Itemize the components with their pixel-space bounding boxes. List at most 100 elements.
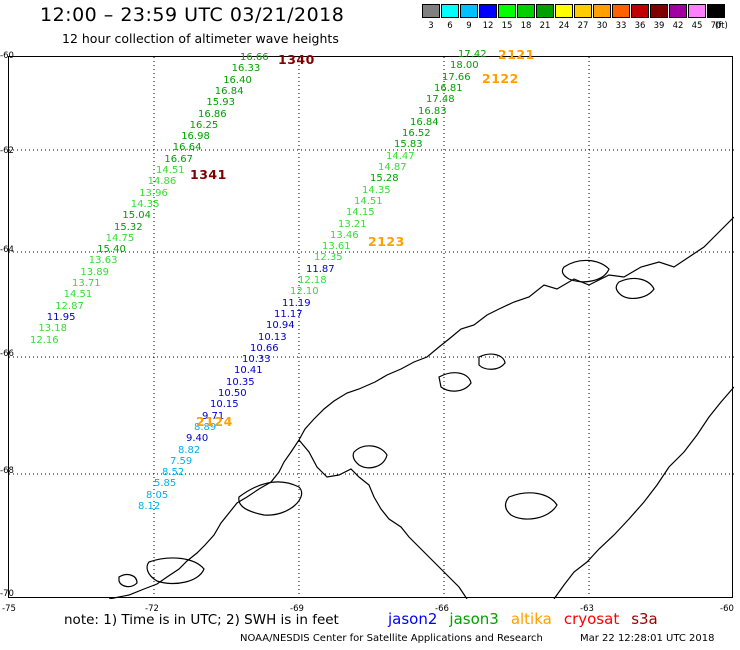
longitude-label: -69 [290,604,304,614]
satellite-legend-item: jason3 [449,610,499,628]
wave-height-value: 12.18 [298,275,327,286]
island-h [478,353,506,370]
wave-height-value: 15.28 [370,173,399,185]
island-a [238,481,303,516]
page-subtitle: 12 hour collection of altimeter wave hei… [62,31,339,46]
scale-swatch-label: 33 [615,21,627,31]
wave-height-value: 16.81 [434,82,463,94]
pass-time-label: 1341 [190,167,227,182]
wave-height-value: 10.33 [242,354,271,366]
wave-height-value: 13.61 [322,241,351,253]
scale-swatch-label: 42 [672,21,684,31]
pass-time-label: 2123 [368,234,405,249]
wave-height-value: 13.46 [330,229,359,241]
wave-height-value: 15.40 [97,244,126,256]
scale-swatch [650,4,668,18]
scale-unit-label: (ft) [715,21,728,31]
scale-swatch-label: 9 [466,21,472,31]
wave-height-value: 9.71 [202,410,225,422]
wave-height-value: 14.87 [378,162,407,173]
scale-swatch [574,4,592,18]
wave-height-value: 17.42 [458,49,487,60]
scale-swatch-label: 45 [691,21,703,31]
wave-height-value: 8.89 [194,421,217,433]
wave-height-value: 11.19 [282,297,311,309]
satellite-legend-item: altika [510,610,552,628]
scale-swatch [479,4,497,18]
scale-swatch-label: 18 [520,21,532,31]
wave-height-value: 10.13 [258,331,287,343]
scale-swatch [460,4,478,18]
wave-height-value: 15.04 [122,210,152,222]
pass-time-label: 2124 [196,414,233,429]
wave-height-value: 12.10 [290,286,319,298]
scale-swatch [707,4,725,18]
scale-swatch-label: 27 [577,21,589,31]
island-d [504,492,558,520]
wave-height-value: 9.40 [186,433,209,445]
scale-swatch [422,4,440,18]
longitude-label: -63 [580,604,594,614]
wave-height-value: 10.35 [226,376,255,388]
pass-time-label: 2121 [498,47,535,62]
longitude-label: -75 [2,604,16,614]
latitude-label: -60 [0,51,14,61]
wave-height-value: 14.51 [354,195,383,207]
wave-height-value: 17.48 [426,94,455,106]
scale-swatch [555,4,573,18]
wave-height-value: 11.17 [274,308,303,320]
pass-time-label: 2122 [482,71,519,86]
latitude-label: -64 [0,245,14,255]
satellite-legend-item: s3a [631,610,658,628]
map-canvas [9,57,734,599]
wave-height-value: 11.87 [306,263,335,275]
scale-swatch-label: 24 [558,21,570,31]
wave-height-value: 13.71 [72,278,101,289]
wave-height-value: 15.83 [394,139,423,151]
map-frame [8,56,734,599]
scale-swatch-label: 21 [539,21,551,31]
island-c [352,445,388,469]
island-b [146,557,205,585]
wave-height-value: 10.66 [250,342,279,354]
wave-height-value: 14.15 [346,207,375,219]
graticule [9,57,734,599]
satellite-legend-item: jason2 [388,610,438,628]
wave-height-value: 12.35 [314,252,343,264]
wave-height-value: 18.00 [450,60,479,72]
wave-height-value: 14.35 [362,184,391,196]
wave-height-value: 7.59 [170,455,193,467]
wave-height-value: 8.05 [146,489,169,501]
longitude-label: -72 [145,604,159,614]
wave-height-value: 10.15 [210,399,239,411]
wave-height-value: 16.67 [164,153,194,165]
wave-height-value: 10.41 [234,365,263,377]
wave-height-value: 13.89 [80,266,110,278]
generation-timestamp: Mar 22 12:28:01 UTC 2018 [580,633,715,644]
island-g [438,372,472,392]
coastline [108,216,734,599]
wave-height-value: 15.93 [206,97,236,109]
footer-note: note: 1) Time is in UTC; 2) SWH is in fe… [64,612,339,628]
latitude-label: -70 [0,589,14,599]
scale-swatch [631,4,649,18]
wave-height-value: 8.52 [162,467,185,479]
wave-height-value: 16.84 [410,116,439,128]
wave-height-value: 16.40 [223,74,252,86]
wave-height-value: 16.52 [402,128,431,140]
weddell-coast [553,386,734,599]
satellite-legend: jason2 jason3 altika cryosat s3a [388,610,670,628]
satellite-legend-item: cryosat [563,610,620,628]
latitude-label: -62 [0,146,14,156]
wave-height-value: 11.95 [46,311,76,323]
scale-swatch-label: 12 [482,21,494,31]
wave-height-value: 14.35 [130,198,160,210]
scale-swatch [593,4,611,18]
scale-swatch-label: 15 [501,21,513,31]
wave-height-value: 8.82 [178,444,201,456]
credit-line: NOAA/NESDIS Center for Satellite Applica… [240,633,543,644]
wave-height-value: 13.96 [139,187,168,199]
wave-height-value: 14.47 [386,150,415,162]
scale-swatch-label: 39 [653,21,665,31]
scale-swatch-label: 6 [447,21,453,31]
